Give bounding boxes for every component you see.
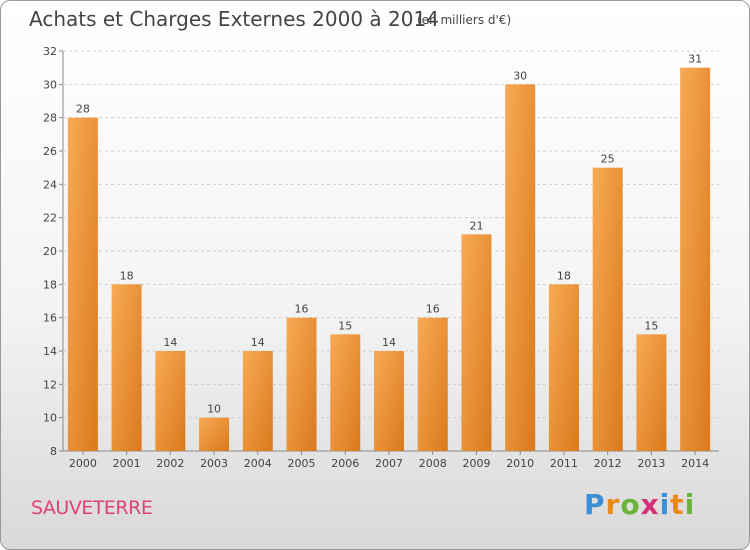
chart-title: Achats et Charges Externes 2000 à 2014 [29,7,439,31]
data-label: 25 [601,153,615,166]
y-tick-label: 14 [43,345,57,358]
bar [286,317,317,451]
x-tick-label: 2001 [113,457,141,470]
chart-subtitle: (en milliers d'€) [417,13,512,27]
bar [242,351,273,451]
data-label: 31 [688,53,702,66]
x-tick-label: 2010 [506,457,534,470]
bar [592,167,623,451]
data-label: 16 [295,303,309,316]
y-tick-label: 28 [43,112,57,125]
y-tick-label: 12 [43,378,57,391]
bar [67,117,98,452]
bar [199,417,230,451]
data-label: 16 [426,303,440,316]
x-tick-label: 2009 [462,457,490,470]
y-tick-label: 32 [43,45,57,58]
data-label: 15 [644,319,658,332]
bars [67,67,711,452]
x-tick-label: 2012 [594,457,622,470]
y-tick-label: 16 [43,312,57,325]
bar [680,67,711,452]
y-tick-label: 22 [43,212,57,225]
x-tick-label: 2002 [156,457,184,470]
data-label: 14 [163,336,177,349]
x-tick-label: 2007 [375,457,403,470]
data-label: 30 [513,69,527,82]
data-label: 18 [120,269,134,282]
x-tick-label: 2000 [69,457,97,470]
data-label: 10 [207,403,221,416]
town-name: SAUVETERRE [31,497,153,519]
data-label: 18 [557,269,571,282]
y-tick-label: 30 [43,78,57,91]
x-tick-label: 2011 [550,457,578,470]
y-tick-label: 10 [43,412,57,425]
bar [155,351,186,451]
bar [417,317,448,451]
labels: 8 10 12 14 16 18 20 22 24 26 28 30 32 28 2000 18 2001 14 2… [43,45,709,470]
x-tick-label: 2004 [244,457,272,470]
y-tick-label: 18 [43,278,57,291]
proxiti-logo: Proxiti [584,488,696,521]
bar [330,334,361,451]
x-tick-label: 2014 [681,457,709,470]
data-label: 21 [469,219,483,232]
data-label: 28 [76,103,90,116]
bar [505,84,536,451]
data-label: 15 [338,319,352,332]
x-tick-label: 2003 [200,457,228,470]
y-tick-label: 20 [43,245,57,258]
bar [111,284,142,451]
bar [636,334,667,451]
x-tick-label: 2006 [331,457,359,470]
x-tick-label: 2008 [419,457,447,470]
y-tick-label: 26 [43,145,57,158]
y-tick-label: 8 [50,445,57,458]
bar [374,351,404,451]
data-label: 14 [382,336,396,349]
x-tick-label: 2013 [637,457,665,470]
x-tick-label: 2005 [288,457,316,470]
bar [461,234,492,451]
y-tick-label: 24 [43,178,57,191]
data-label: 14 [251,336,265,349]
bar [548,284,579,451]
